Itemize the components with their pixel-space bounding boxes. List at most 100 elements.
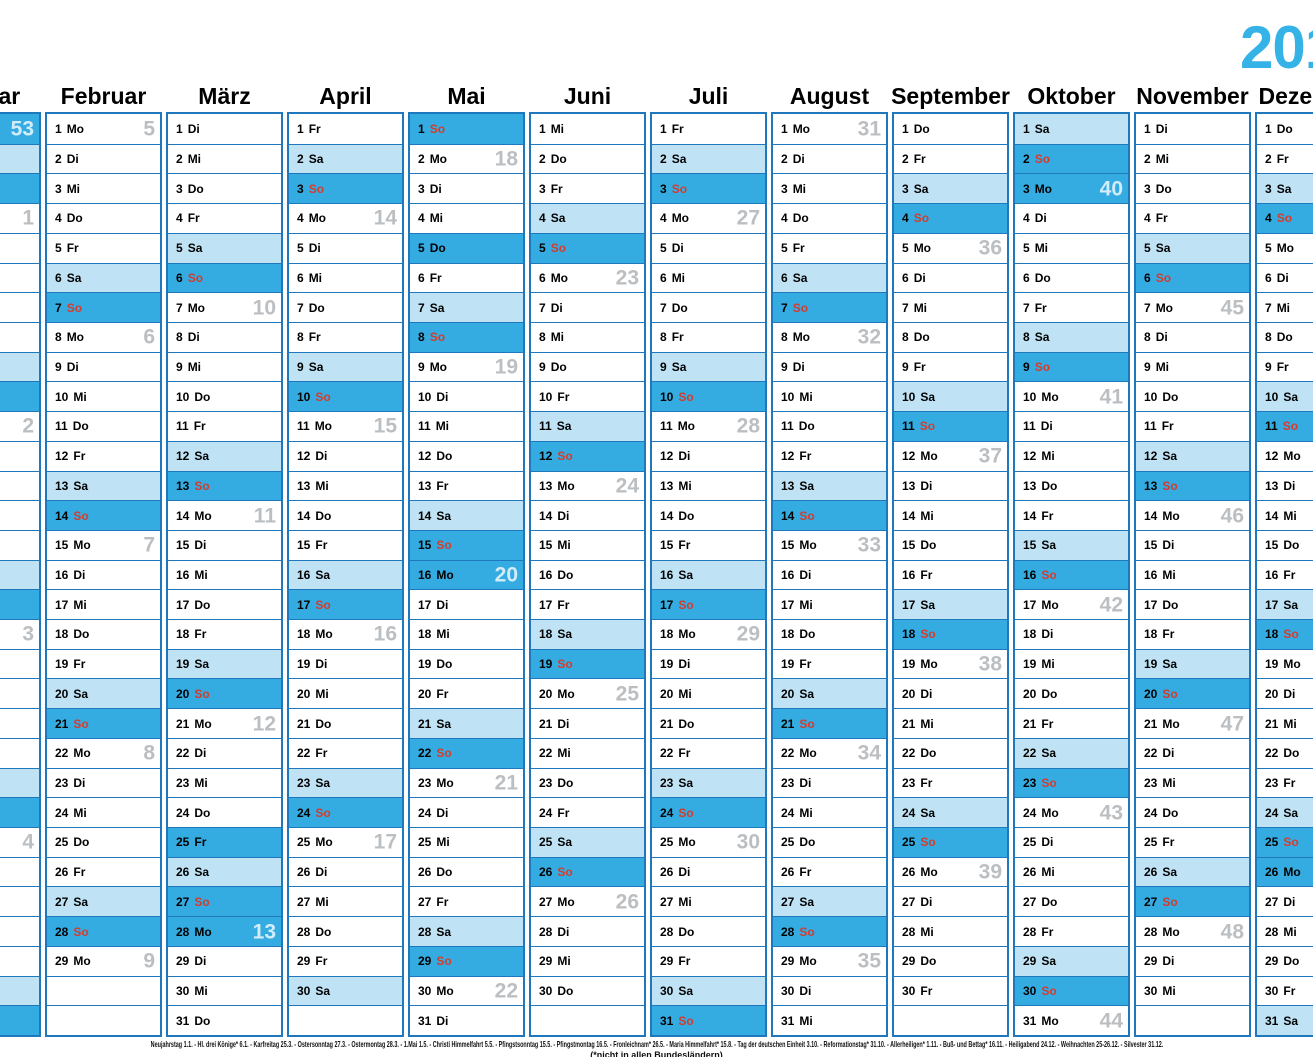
day-number: 13 — [297, 478, 311, 493]
weekday-label: Mo — [1041, 1013, 1059, 1028]
day-cell: 25 Sa — [531, 827, 644, 857]
day-number: 17 — [176, 597, 190, 612]
day-cell: 17 Sa — [894, 589, 1007, 620]
day-label: 3 Fr — [539, 182, 563, 196]
day-label: 5 Mo — [902, 241, 931, 255]
weekday-label: So — [678, 1013, 694, 1028]
day-label: 17 Do — [176, 598, 210, 612]
weekday-label: Sa — [1276, 181, 1292, 196]
day-label: 3 Mi — [781, 182, 806, 196]
day-cell: 22 Mo 8 — [47, 737, 160, 768]
weekday-label: Mo — [920, 865, 938, 880]
weekday-label: Fr — [799, 657, 812, 672]
day-label: 11 Do — [55, 419, 89, 433]
weekday-label: Fr — [1283, 775, 1296, 790]
weekday-label: Sa — [315, 775, 331, 790]
day-number: 8 — [902, 330, 909, 345]
day-number: 4 — [1265, 211, 1272, 226]
weekday-label: Di — [66, 152, 79, 167]
day-cell: 24 Do — [168, 797, 281, 828]
day-label: 4 Mo — [660, 211, 689, 225]
day-cell: 18 Fr — [168, 619, 281, 649]
day-number: 5 — [1023, 241, 1030, 256]
weekday-label: Do — [436, 657, 453, 672]
day-label: 17 Sa — [902, 598, 935, 612]
weekday-label: Mi — [550, 121, 565, 136]
day-label: 10 Sa — [902, 390, 935, 404]
day-cell: 8 So — [410, 321, 523, 352]
weekday-label: Fr — [557, 805, 570, 820]
day-number: 13 — [1023, 478, 1037, 493]
day-label: 16 Di — [781, 568, 811, 582]
weekday-label: So — [1155, 270, 1172, 285]
weekday-label: Mo — [73, 954, 91, 969]
day-number: 19 — [660, 657, 674, 672]
day-cell: 6 Do — [1015, 262, 1128, 293]
day-cell: 18 Mo 29 — [652, 619, 765, 649]
day-label: 10 Mo — [1023, 390, 1059, 404]
day-label: 22 Mo — [55, 746, 91, 760]
day-cell: 3 Do — [168, 173, 281, 204]
day-label: 19 Do — [418, 657, 452, 671]
day-label: 20 So — [176, 687, 210, 701]
day-cell: 28 Mo 13 — [168, 916, 281, 946]
day-number: 4 — [55, 211, 62, 226]
day-cell: 21 So — [47, 708, 160, 738]
weekday-label: Do — [678, 716, 695, 731]
day-number: 9 — [1265, 360, 1272, 375]
month-header-4: April — [319, 83, 372, 109]
day-cell: 4 Mo 14 — [289, 203, 402, 233]
day-label: 29 Mi — [539, 954, 571, 968]
day-cell: 24 Sa — [894, 797, 1007, 828]
day-number: 19 — [418, 657, 432, 672]
weekday-label: Do — [436, 865, 453, 880]
day-number: 10 — [781, 389, 795, 404]
day-number: 26 — [176, 865, 190, 880]
day-label: 28 Di — [539, 925, 569, 939]
day-number: 2 — [1023, 152, 1030, 167]
weekday-label: Mi — [799, 1013, 813, 1028]
weekday-label: Mo — [194, 508, 212, 523]
day-cell: 7 Mi — [894, 292, 1007, 322]
day-label: 4 Fr — [176, 211, 200, 225]
day-cell: 9Sa — [0, 351, 39, 382]
month-header-1: Januar — [0, 83, 21, 109]
weekday-label: Do — [792, 211, 809, 226]
day-number: 1 — [176, 121, 183, 136]
day-cell: 16 Sa — [652, 559, 765, 590]
day-cell: 11 Fr — [1136, 411, 1249, 441]
day-cell: 16 Mi — [1136, 559, 1249, 590]
day-label: 11 Do — [781, 419, 815, 433]
weekday-label: Di — [920, 478, 933, 493]
weekday-label: Do — [194, 805, 211, 820]
day-label: 16 Sa — [297, 568, 330, 582]
month-column-3: 1 Di 2 Mi 3 Do 4 Fr 5 Sa 6 So 7 Mo 10 8 Di 9 Mi 10 Do 11 Fr 12 S… — [166, 112, 283, 1037]
day-cell: 24 Mo 43 — [1015, 797, 1128, 828]
day-label: 30 Mo — [418, 984, 454, 998]
day-cell: 13 Mo 24 — [531, 470, 644, 501]
day-number: 11 — [1265, 419, 1278, 434]
weekday-label: Mi — [1034, 241, 1049, 256]
weekday-label: Di — [1162, 746, 1175, 761]
weekday-label: Sa — [1155, 241, 1171, 256]
weekday-label: Fr — [194, 627, 207, 642]
day-number: 23 — [176, 775, 190, 790]
day-number: 26 — [781, 865, 795, 880]
day-cell: 16 Do — [531, 559, 644, 590]
weekday-label: Fr — [1276, 152, 1289, 167]
day-cell: 21 So — [773, 708, 886, 738]
day-number: 8 — [1023, 330, 1030, 345]
day-number: 11 — [539, 419, 552, 434]
day-label: 16 Di — [55, 568, 85, 582]
day-label: 19 Sa — [1144, 657, 1177, 671]
day-cell: 18 So — [1257, 619, 1313, 649]
weekday-label: Mi — [1283, 716, 1297, 731]
day-cell: 12 So — [531, 440, 644, 471]
weekday-label: So — [913, 211, 930, 226]
weekday-label: Do — [73, 627, 90, 642]
day-number: 13 — [660, 478, 674, 493]
